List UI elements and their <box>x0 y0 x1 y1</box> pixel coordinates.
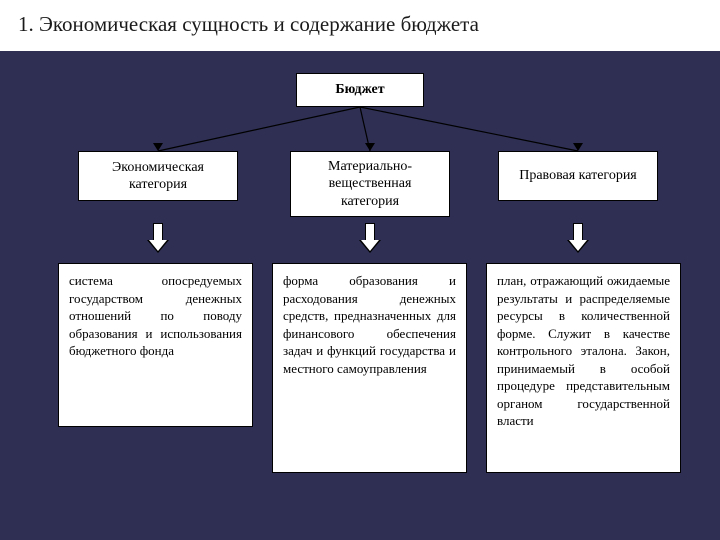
category-label: Правовая категория <box>519 167 637 185</box>
arrow-down-icon <box>567 223 589 253</box>
root-label: Бюджет <box>335 81 384 99</box>
category-node-material: Материально-вещественная категория <box>290 151 450 217</box>
category-node-legal: Правовая категория <box>498 151 658 201</box>
description-economic: система опосредуемых государством денежн… <box>58 263 253 427</box>
description-material: форма образования и расходования денежны… <box>272 263 467 473</box>
description-text: форма образования и расходования денежны… <box>283 273 456 376</box>
arrow-down-icon <box>359 223 381 253</box>
description-text: план, отражающий ожидаемые результаты и … <box>497 273 670 428</box>
category-node-economic: Экономическая категория <box>78 151 238 201</box>
arrow-down-icon <box>147 223 169 253</box>
page-title: 1. Экономическая сущность и содержание б… <box>0 0 720 51</box>
title-text: 1. Экономическая сущность и содержание б… <box>18 12 479 36</box>
category-label: Материально-вещественная категория <box>299 158 441 211</box>
category-label: Экономическая категория <box>87 159 229 194</box>
hierarchy-diagram: Бюджет Экономическая категория Материаль… <box>0 51 720 535</box>
description-legal: план, отражающий ожидаемые результаты и … <box>486 263 681 473</box>
root-node: Бюджет <box>296 73 424 107</box>
description-text: система опосредуемых государством денежн… <box>69 273 242 358</box>
